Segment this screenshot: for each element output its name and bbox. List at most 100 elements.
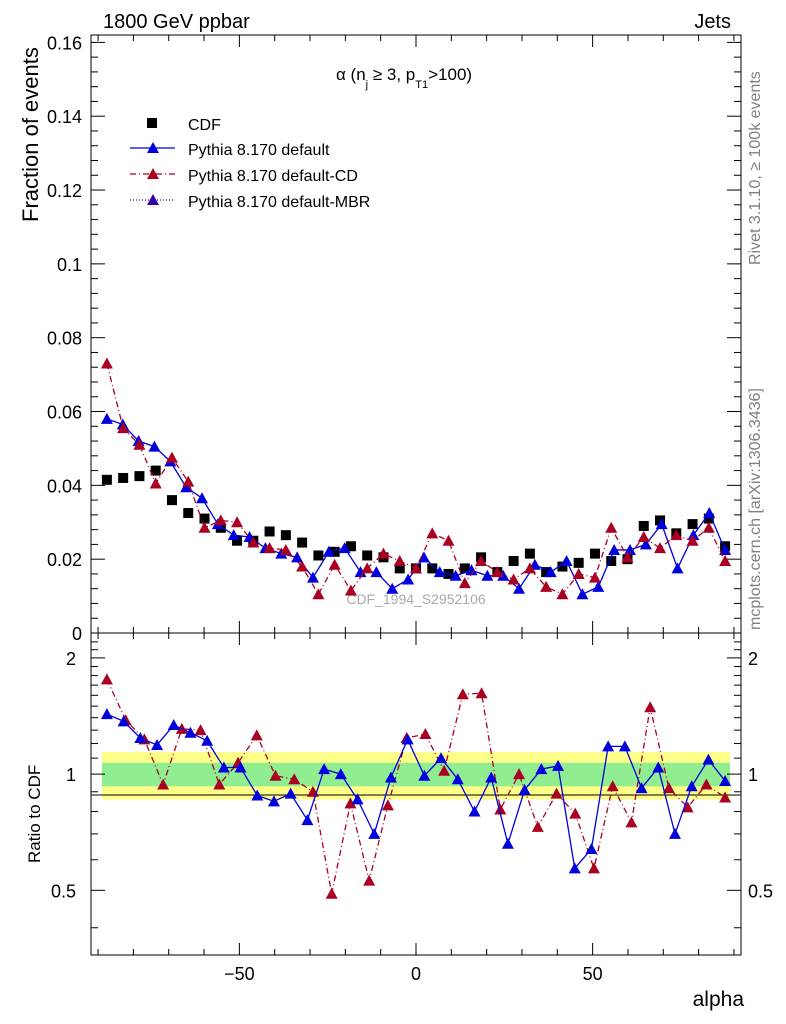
data-point-triangle: [588, 571, 601, 583]
x-axis-title: alpha: [693, 988, 745, 1011]
data-point-triangle: [507, 573, 520, 585]
ratio-point-triangle: [518, 783, 531, 795]
data-point-square: [655, 515, 666, 526]
ratio-point-triangle: [368, 827, 381, 839]
data-point-triangle: [231, 516, 244, 528]
data-point-square: [589, 548, 600, 559]
data-point-triangle: [719, 543, 732, 555]
ratio-point-triangle: [585, 842, 598, 854]
data-point-square: [134, 471, 145, 482]
data-point-triangle: [481, 569, 494, 581]
ratio-point-triangle: [438, 764, 451, 776]
data-point-square: [280, 530, 291, 541]
ratio-point-triangle: [363, 874, 376, 886]
data-point-triangle: [637, 531, 650, 543]
data-point-triangle: [621, 551, 634, 563]
ratio-tick-label-left: 0.5: [51, 881, 76, 901]
data-point-triangle: [639, 538, 652, 550]
legend-label-cdf: CDF: [188, 117, 221, 134]
ratio-point-triangle: [625, 816, 638, 828]
ratio-tick-label-right: 2: [748, 649, 758, 669]
ratio-point-triangle: [435, 752, 448, 764]
data-point-triangle: [465, 564, 478, 576]
data-point-triangle: [670, 529, 683, 541]
data-point-triangle: [442, 534, 455, 546]
ratio-point-triangle: [719, 774, 732, 786]
y-tick-label: 0.02: [47, 550, 82, 570]
mcplots-reference: mcplots.cern.ch [arXiv:1306.3436]: [747, 388, 764, 630]
legend-marker-mbr: [147, 194, 159, 205]
category-label: Jets: [694, 11, 731, 33]
data-point-triangle: [214, 514, 227, 526]
rivet-version: Rivet 3.1.10, ≥ 100k events: [747, 71, 764, 265]
legend-label-mbr: Pythia 8.170 default-MBR: [188, 194, 370, 211]
ratio-point-triangle: [587, 862, 600, 874]
ratio-point-triangle: [419, 728, 432, 740]
y-axis-title: Fraction of events: [18, 47, 43, 222]
data-point-triangle: [377, 547, 390, 559]
data-point-triangle: [410, 562, 422, 574]
ratio-point-triangle: [550, 787, 563, 799]
data-point-triangle: [433, 566, 446, 578]
ratio-point-triangle: [234, 761, 247, 773]
ratio-point-triangle: [685, 780, 698, 792]
y-tick-label: 0: [72, 624, 82, 644]
ratio-point-triangle: [552, 759, 565, 771]
ratio-point-triangle: [250, 729, 263, 741]
data-point-triangle: [247, 536, 260, 548]
data-point-triangle: [523, 562, 536, 574]
ratio-point-triangle: [213, 778, 226, 790]
legend-label-default: Pythia 8.170 default: [188, 142, 330, 159]
ratio-point-triangle: [134, 732, 147, 744]
data-point-triangle: [556, 588, 569, 600]
ratio-point-triangle: [301, 814, 314, 826]
data-point-square: [362, 550, 373, 561]
data-point-square: [199, 513, 210, 524]
data-point-square: [297, 537, 308, 548]
data-point-square: [183, 508, 194, 519]
ratio-point-triangle: [456, 688, 469, 700]
ratio-point-triangle: [194, 724, 207, 736]
ratio-point-triangle: [468, 805, 481, 817]
ratio-point-triangle: [269, 769, 282, 781]
data-point-square: [101, 474, 112, 485]
data-point-square: [264, 526, 275, 537]
ratio-line: [106, 679, 726, 894]
ratio-point-triangle: [151, 738, 164, 750]
data-point-square: [459, 563, 470, 574]
ratio-tick-label-right: 1: [748, 765, 758, 785]
ratio-point-triangle: [662, 782, 675, 794]
ratio-point-triangle: [184, 726, 197, 738]
ratio-point-triangle: [401, 733, 414, 745]
ratio-point-triangle: [668, 827, 681, 839]
x-tick-label: −50: [224, 964, 255, 984]
ratio-point-triangle: [531, 820, 544, 832]
data-point-triangle: [322, 545, 335, 557]
ratio-point-triangle: [318, 763, 331, 775]
x-tick-label: 0: [411, 964, 421, 984]
data-point-triangle: [402, 573, 415, 585]
axis-ticks: [91, 35, 741, 955]
y-tick-label: 0.04: [47, 476, 82, 496]
y-tick-label: 0.08: [47, 329, 82, 349]
data-point-triangle: [572, 567, 585, 579]
ratio-point-triangle: [602, 740, 615, 752]
data-point-triangle: [491, 566, 504, 578]
ratio-point-triangle: [251, 789, 264, 801]
data-point-triangle: [361, 562, 374, 574]
data-point-square: [345, 541, 356, 552]
data-point-square: [329, 546, 340, 557]
data-point-triangle: [544, 566, 557, 578]
legend: CDF Pythia 8.170 default Pythia 8.170 de…: [130, 117, 370, 211]
data-point-square: [394, 563, 405, 574]
data-point-triangle: [623, 543, 636, 555]
data-point-triangle: [133, 438, 146, 450]
data-point-triangle: [654, 542, 667, 554]
ratio-point-triangle: [288, 773, 301, 785]
data-point-triangle: [306, 571, 319, 583]
data-point-square: [427, 563, 438, 574]
data-point-triangle: [608, 543, 621, 555]
ratio-point-triangle: [217, 761, 230, 773]
y-tick-label: 0.06: [47, 403, 82, 423]
analysis-id: CDF_1994_S2952106: [346, 591, 486, 607]
